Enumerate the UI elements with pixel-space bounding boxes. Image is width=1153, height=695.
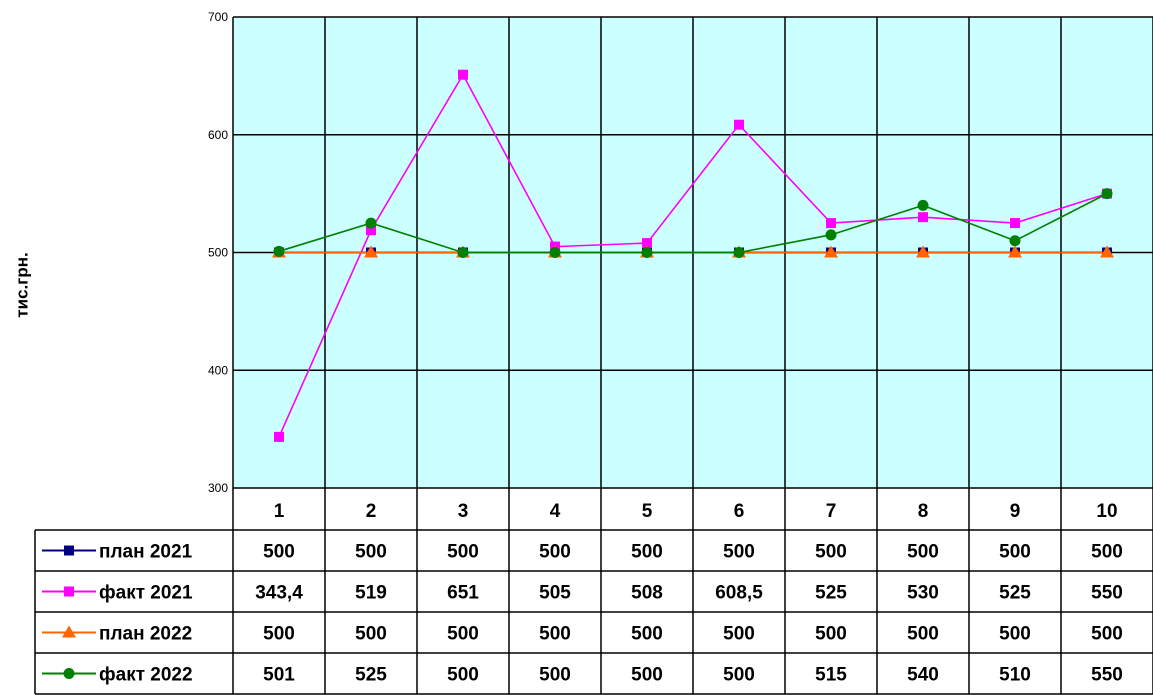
x-category-label: 7	[826, 501, 837, 522]
x-category-label: 5	[642, 501, 653, 522]
data-table-cell: 500	[907, 624, 939, 645]
data-table-cell: 505	[539, 583, 571, 604]
x-category-label: 10	[1096, 501, 1117, 522]
data-point	[549, 247, 561, 258]
y-tick-label: 300	[208, 481, 228, 495]
data-table-cell: 500	[999, 624, 1031, 645]
data-table-cell: 500	[723, 624, 755, 645]
data-table-cell: 500	[355, 542, 387, 563]
data-table-cell: 500	[263, 542, 295, 563]
data-table-cell: 500	[631, 624, 663, 645]
data-table-cell: 500	[631, 542, 663, 563]
data-table-cell: 540	[907, 665, 939, 686]
data-table-cell: 550	[1091, 583, 1123, 604]
y-tick-label: 600	[208, 128, 228, 142]
data-table: 1 2 3 4 5 6 7 8 9 10 план 2021 500 500 500 500 500 500 50…	[34, 501, 1153, 695]
data-table-cell: 525	[355, 665, 387, 686]
data-table-cell: 525	[999, 583, 1031, 604]
data-table-cell: 515	[815, 665, 847, 686]
x-category-label: 8	[918, 501, 929, 522]
data-table-cell: 500	[447, 665, 479, 686]
data-point	[642, 238, 652, 249]
data-table-cell: 500	[447, 542, 479, 563]
data-table-cell: 500	[815, 542, 847, 563]
data-point	[457, 247, 469, 258]
data-table-cell: 519	[355, 583, 387, 604]
data-table-cell: 550	[1091, 665, 1123, 686]
data-point	[1009, 235, 1021, 247]
legend-series-name: план 2021	[99, 542, 193, 563]
legend-key-marker	[62, 625, 76, 638]
data-point	[734, 119, 744, 130]
data-table-cell: 500	[539, 624, 571, 645]
series-group	[272, 69, 1114, 442]
data-point	[916, 245, 930, 258]
data-table-cell: 608,5	[715, 583, 763, 604]
data-point	[364, 245, 378, 258]
data-point	[365, 217, 377, 229]
data-point	[824, 245, 838, 258]
data-point	[1010, 218, 1020, 229]
data-point	[918, 212, 928, 223]
x-category-label: 2	[366, 501, 377, 522]
data-point	[825, 229, 837, 241]
y-tick-label: 500	[208, 246, 228, 260]
data-table-cell: 500	[355, 624, 387, 645]
data-table-cell: 343,4	[255, 583, 303, 604]
data-table-cell: 500	[1091, 624, 1123, 645]
legend-key-marker	[64, 586, 74, 597]
x-category-label: 6	[734, 501, 745, 522]
legend-series-name: факт 2021	[99, 583, 193, 604]
data-table-cell: 510	[999, 665, 1031, 686]
legend-series-name: план 2022	[99, 624, 192, 645]
legend-key-marker	[63, 668, 75, 679]
data-table-cell: 525	[815, 583, 847, 604]
series-line	[278, 73, 1108, 438]
x-category-label: 9	[1010, 501, 1021, 522]
data-point	[1008, 245, 1022, 258]
data-point	[458, 69, 468, 80]
data-point	[1101, 188, 1113, 200]
x-category-label: 4	[550, 501, 561, 522]
x-category-label: 3	[458, 501, 469, 522]
data-point	[366, 225, 376, 236]
data-table-cell: 500	[723, 542, 755, 563]
legend-series-name: факт 2022	[99, 665, 193, 686]
data-table-cell: 500	[1091, 542, 1123, 563]
data-table-cell: 500	[907, 542, 939, 563]
data-point	[641, 247, 653, 258]
data-point	[1100, 245, 1114, 258]
data-table-cell: 500	[815, 624, 847, 645]
y-tick-label: 700	[208, 10, 228, 24]
data-point	[826, 218, 836, 229]
data-point	[733, 247, 745, 258]
data-point	[273, 245, 285, 257]
data-table-cell: 500	[263, 624, 295, 645]
legend-key-marker	[64, 545, 74, 556]
data-table-cell: 530	[907, 583, 939, 604]
data-point	[917, 199, 929, 211]
data-point	[274, 431, 284, 442]
y-axis-ticks: 300 400 500 600 700	[208, 10, 228, 495]
data-table-cell: 651	[447, 583, 479, 604]
data-table-cell: 501	[263, 665, 295, 686]
x-category-label: 1	[274, 501, 285, 522]
data-table-cell: 500	[539, 542, 571, 563]
data-table-cell: 500	[631, 665, 663, 686]
y-tick-label: 400	[208, 363, 228, 377]
data-table-cell: 500	[723, 665, 755, 686]
data-table-cell: 500	[447, 624, 479, 645]
data-table-cell: 500	[539, 665, 571, 686]
series-line	[278, 192, 1108, 254]
data-table-cell: 500	[999, 542, 1031, 563]
data-table-cell: 508	[631, 583, 663, 604]
